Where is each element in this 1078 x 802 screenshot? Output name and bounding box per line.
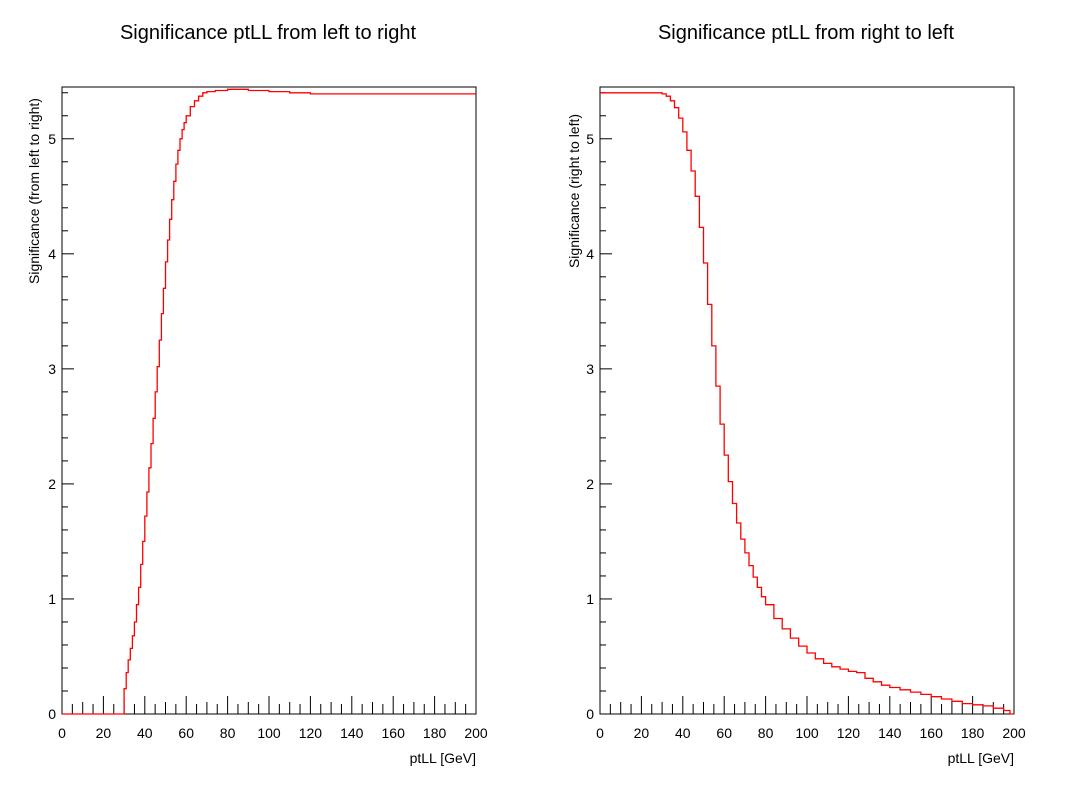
- x-axis-label: ptLL [GeV]: [948, 750, 1014, 766]
- x-tick-label: 200: [464, 725, 488, 741]
- y-tick-label: 2: [48, 476, 56, 492]
- x-tick-label: 140: [340, 725, 364, 741]
- x-axis-label: ptLL [GeV]: [410, 750, 476, 766]
- y-axis-label: Significance (from left to right): [26, 98, 42, 284]
- x-tick-label: 0: [596, 725, 604, 741]
- y-tick-label: 1: [48, 591, 56, 607]
- y-tick-label: 3: [48, 361, 56, 377]
- plot-frame: [599, 86, 1015, 715]
- x-tick-label: 80: [758, 725, 774, 741]
- x-tick-label: 200: [1002, 725, 1026, 741]
- y-tick-label: 0: [586, 706, 594, 722]
- x-tick-label: 20: [96, 725, 112, 741]
- x-tick-label: 40: [675, 725, 691, 741]
- x-tick-label: 140: [878, 725, 902, 741]
- y-axis-label: Significance (right to left): [566, 114, 582, 268]
- x-tick-label: 40: [137, 725, 153, 741]
- x-tick-label: 120: [299, 725, 323, 741]
- x-tick-label: 180: [961, 725, 985, 741]
- x-tick-label: 60: [716, 725, 732, 741]
- x-tick-label: 60: [178, 725, 194, 741]
- x-tick-label: 20: [634, 725, 650, 741]
- plot-frame: [61, 86, 477, 715]
- x-tick-label: 100: [257, 725, 281, 741]
- x-tick-label: 160: [920, 725, 944, 741]
- y-tick-label: 0: [48, 706, 56, 722]
- x-tick-label: 100: [795, 725, 819, 741]
- chart-title: Significance ptLL from right to left: [658, 22, 955, 44]
- x-tick-label: 0: [58, 725, 66, 741]
- chart-right: Significance ptLL from right to left Sig…: [566, 22, 1026, 766]
- chart-left: Significance ptLL from left to right Sig…: [26, 22, 488, 766]
- series-line: [600, 92, 1014, 715]
- y-tick-label: 4: [586, 246, 594, 262]
- y-tick-label: 2: [586, 476, 594, 492]
- plot-area: 0 20 40 60 80 100 120 140 160 180 200 0 1 2 3 4 5: [48, 86, 488, 741]
- x-tick-label: 120: [837, 725, 861, 741]
- chart-title: Significance ptLL from left to right: [120, 22, 417, 44]
- y-tick-label: 5: [586, 131, 594, 147]
- y-tick-label: 4: [48, 246, 56, 262]
- y-tick-label: 1: [586, 591, 594, 607]
- y-tick-label: 5: [48, 131, 56, 147]
- plot-area: 0 20 40 60 80 100 120 140 160 180 200 0 1 2 3 4 5: [586, 86, 1026, 741]
- x-tick-label: 80: [220, 725, 236, 741]
- y-tick-label: 3: [586, 361, 594, 377]
- x-tick-label: 160: [382, 725, 406, 741]
- series-line: [62, 88, 476, 715]
- x-tick-label: 180: [423, 725, 447, 741]
